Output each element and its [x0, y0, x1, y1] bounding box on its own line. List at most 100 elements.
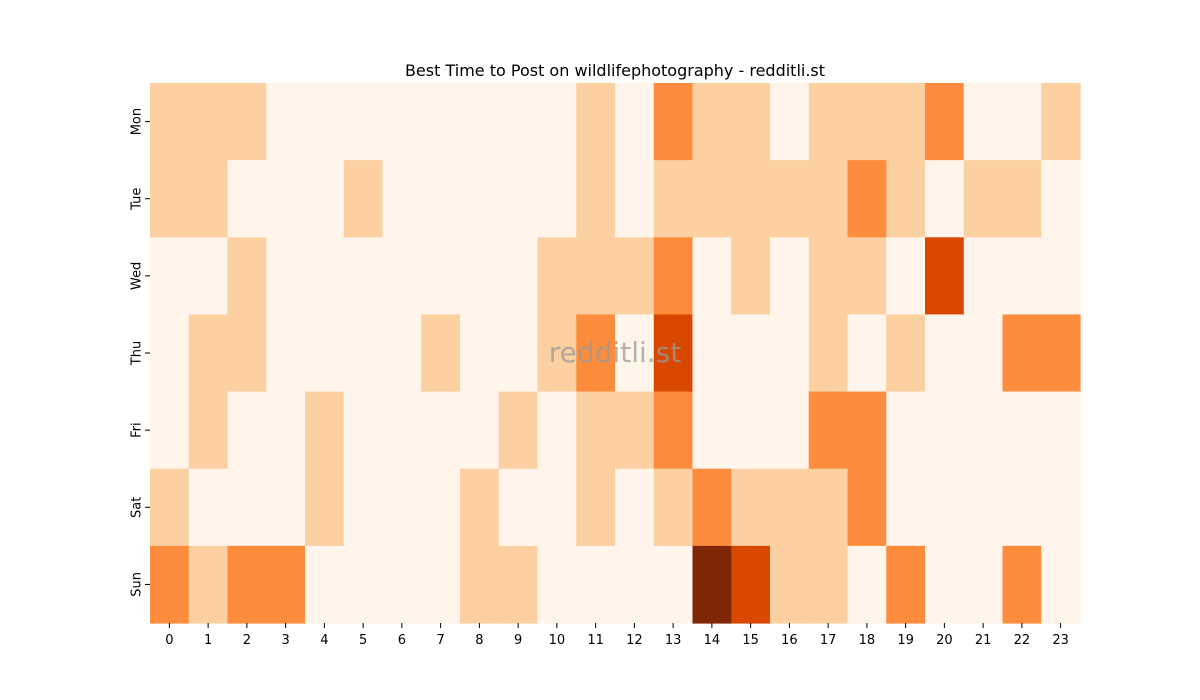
heatmap-cell-sat-8 — [460, 468, 500, 547]
heatmap-cell-fri-12 — [615, 391, 655, 470]
heatmap-cell-tue-11 — [576, 160, 616, 238]
heatmap-cell-thu-13 — [653, 314, 694, 393]
y-tick-label-wed: Wed — [130, 262, 145, 290]
heatmap-cell-sun-22 — [1002, 545, 1042, 624]
heatmap-cell-thu-15 — [731, 314, 771, 393]
heatmap-cell-thu-21 — [963, 314, 1004, 393]
heatmap-cell-sat-6 — [382, 468, 422, 547]
heatmap-cell-wed-4 — [305, 237, 345, 316]
heatmap-cell-tue-16 — [770, 160, 810, 238]
heatmap-cell-mon-16 — [770, 83, 810, 161]
x-tick-label: 9 — [514, 633, 522, 648]
heatmap-cell-fri-4 — [305, 391, 345, 470]
heatmap-cell-tue-21 — [963, 160, 1004, 238]
heatmap-cell-mon-3 — [266, 83, 306, 161]
heatmap-cell-thu-9 — [498, 314, 539, 393]
heatmap-cell-wed-10 — [537, 237, 577, 316]
heatmap-cell-thu-4 — [305, 314, 345, 393]
heatmap-cell-mon-22 — [1002, 83, 1042, 161]
heatmap-cell-mon-14 — [692, 83, 732, 161]
heatmap-cell-fri-3 — [266, 391, 306, 470]
heatmap-cell-thu-17 — [808, 314, 849, 393]
heatmap-cell-sun-6 — [382, 545, 422, 624]
heatmap-cell-thu-20 — [925, 314, 965, 393]
heatmap-cell-wed-7 — [421, 237, 461, 316]
x-tick-label: 19 — [897, 633, 914, 648]
x-tick-label: 0 — [165, 633, 173, 648]
heatmap-cell-thu-22 — [1002, 314, 1042, 393]
heatmap-cell-wed-12 — [615, 237, 655, 316]
heatmap-cell-tue-2 — [227, 160, 267, 238]
heatmap-cell-sat-1 — [188, 468, 229, 547]
heatmap-cell-mon-13 — [653, 83, 694, 161]
heatmap-cell-wed-20 — [925, 237, 965, 316]
heatmap-cell-sun-7 — [421, 545, 461, 624]
heatmap-cell-wed-5 — [343, 237, 384, 316]
heatmap-cell-tue-15 — [731, 160, 771, 238]
heatmap-cell-sun-10 — [537, 545, 577, 624]
watermark: redditli.st — [549, 336, 681, 369]
heatmap-cell-sat-12 — [615, 468, 655, 547]
x-tick-label: 2 — [243, 633, 251, 648]
heatmap-cell-tue-19 — [886, 160, 926, 238]
heatmap-cell-sun-13 — [653, 545, 694, 624]
heatmap-cell-mon-23 — [1041, 83, 1081, 161]
heatmap-cell-sun-3 — [266, 545, 306, 624]
x-tick-label: 16 — [781, 633, 798, 648]
heatmap-cell-fri-15 — [731, 391, 771, 470]
heatmap-cell-fri-13 — [653, 391, 694, 470]
heatmap-cell-fri-6 — [382, 391, 422, 470]
heatmap-cell-sat-16 — [770, 468, 810, 547]
x-tick-label: 6 — [398, 633, 406, 648]
heatmap-cell-wed-0 — [150, 237, 190, 316]
x-tick-label: 20 — [936, 633, 953, 648]
y-axis: Mon Tue Wed Thu Fri Sat Sun — [130, 108, 150, 597]
heatmap-cell-sun-8 — [460, 545, 500, 624]
heatmap-cell-wed-1 — [188, 237, 229, 316]
heatmap-cell-sat-2 — [227, 468, 267, 547]
heatmap-cell-sat-10 — [537, 468, 577, 547]
heatmap-cell-mon-6 — [382, 83, 422, 161]
heatmap-cell-thu-14 — [692, 314, 732, 393]
heatmap-cell-sun-2 — [227, 545, 267, 624]
x-tick-label: 17 — [820, 633, 837, 648]
heatmap-cell-sat-17 — [808, 468, 849, 547]
x-tick-label: 22 — [1014, 633, 1031, 648]
heatmap-cell-tue-13 — [653, 160, 694, 238]
heatmap-cells — [150, 83, 1081, 624]
heatmap-cell-wed-14 — [692, 237, 732, 316]
heatmap-cell-thu-16 — [770, 314, 810, 393]
heatmap-cell-sun-5 — [343, 545, 384, 624]
heatmap-cell-fri-10 — [537, 391, 577, 470]
heatmap-cell-wed-9 — [498, 237, 539, 316]
heatmap-cell-sat-7 — [421, 468, 461, 547]
heatmap-cell-mon-18 — [847, 83, 887, 161]
heatmap-cell-mon-9 — [498, 83, 539, 161]
heatmap-cell-thu-7 — [421, 314, 461, 393]
x-tick-label: 1 — [204, 633, 212, 648]
heatmap-cell-mon-11 — [576, 83, 616, 161]
heatmap-cell-fri-20 — [925, 391, 965, 470]
heatmap-cell-sun-11 — [576, 545, 616, 624]
heatmap-cell-fri-16 — [770, 391, 810, 470]
heatmap-cell-fri-21 — [963, 391, 1004, 470]
y-tick-label-sun: Sun — [130, 572, 145, 597]
heatmap-cell-fri-17 — [808, 391, 849, 470]
heatmap-cell-fri-0 — [150, 391, 190, 470]
heatmap-cell-wed-8 — [460, 237, 500, 316]
heatmap-cell-thu-2 — [227, 314, 267, 393]
heatmap-cell-sat-9 — [498, 468, 539, 547]
heatmap-cell-mon-17 — [808, 83, 849, 161]
heatmap-cell-fri-9 — [498, 391, 539, 470]
heatmap-cell-wed-6 — [382, 237, 422, 316]
heatmap-cell-wed-13 — [653, 237, 694, 316]
heatmap-cell-sat-14 — [692, 468, 732, 547]
heatmap-cell-tue-17 — [808, 160, 849, 238]
heatmap-cell-wed-18 — [847, 237, 887, 316]
heatmap-cell-tue-20 — [925, 160, 965, 238]
heatmap-cell-tue-0 — [150, 160, 190, 238]
x-tick-label: 11 — [587, 633, 604, 648]
y-tick-label-thu: Thu — [130, 341, 145, 366]
heatmap-cell-tue-5 — [343, 160, 384, 238]
heatmap-cell-sun-12 — [615, 545, 655, 624]
